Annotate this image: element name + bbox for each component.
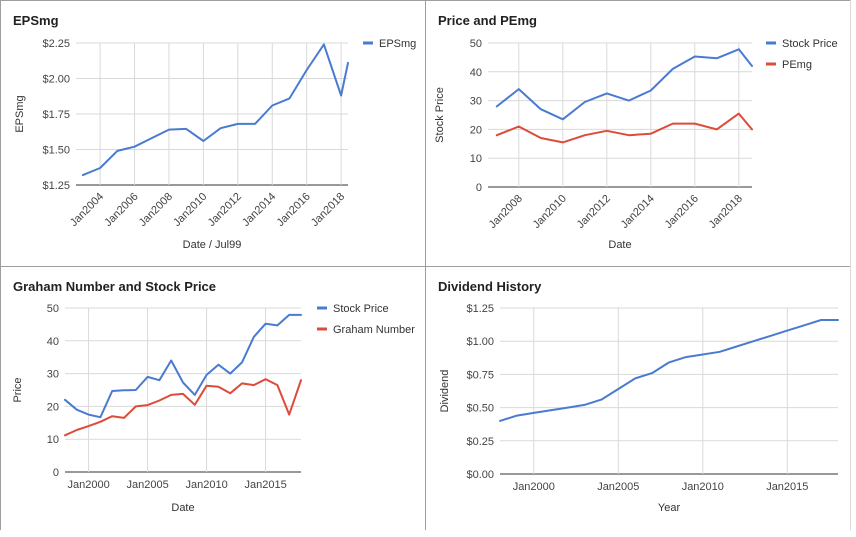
eps-epsmg-line [81,43,349,177]
price-ytick-label: 30 [470,96,482,108]
dividend-xtick-label: Jan2010 [682,481,724,493]
dividend-ytick-label: $0.25 [466,436,494,448]
graham-ytick-label: 20 [47,401,59,413]
graham-xtick-label: Jan2010 [185,479,227,491]
dividend-chart-panel: Dividend History $0.00 $0.25 $0.50 $0.75 $1.… [425,266,851,531]
dividend-chart: $0.00 $0.25 $0.50 $0.75 $1.00 $1.25 Jan2000 Jan… [439,303,839,514]
graham-x-axis-label: Date [171,502,194,514]
eps-x-axis-label: Date / Jul99 [183,239,242,251]
eps-xtick-label: Jan2012 [206,191,244,229]
graham-ytick-label: 30 [47,369,59,381]
graham-ytick-label: 0 [53,467,59,479]
price-stock-price-line [495,48,753,121]
sheet-edge-divider [850,0,856,537]
price-chart-title: Price and PEmg [438,13,537,28]
price-ytick-label: 10 [470,153,482,165]
graham-legend-label-graham-number: Graham Number [333,324,415,336]
graham-ytick-label: 50 [47,303,59,315]
price-xtick-label: Jan2018 [707,193,745,231]
graham-chart-title: Graham Number and Stock Price [13,279,217,294]
price-ytick-label: 0 [476,182,482,194]
eps-xtick-label: Jan2008 [137,191,175,229]
eps-ytick-label: $2.00 [42,74,70,86]
sheet-bottom-edge [0,530,856,537]
eps-chart-panel: EPSmg $1.25 $1.50 $1.75 $2.00 $2.25 Jan2004 Ja… [0,0,426,267]
graham-y-axis-label: Price [12,377,24,402]
price-xtick-label: Jan2012 [575,193,613,231]
graham-xtick-label: Jan2005 [126,479,168,491]
price-x-axis-label: Date [608,239,631,251]
graham-legend-label-stock-price: Stock Price [333,303,389,315]
dividend-ytick-label: $1.25 [466,303,494,315]
eps-ytick-label: $1.50 [42,145,70,157]
graham-stock-price-line [64,313,302,419]
graham-ytick-label: 10 [47,434,59,446]
price-pemg-line [495,112,753,144]
dividend-xtick-label: Jan2015 [766,481,808,493]
dividend-ytick-label: $1.00 [466,336,494,348]
price-chart-panel: Price and PEmg 0 10 20 30 40 50 Jan2008 Jan2010… [425,0,851,267]
price-ytick-label: 40 [470,67,482,79]
eps-ytick-label: $1.25 [42,180,70,192]
dividend-ytick-label: $0.00 [466,469,494,481]
eps-ytick-label: $2.25 [42,38,70,50]
eps-ytick-label: $1.75 [42,109,70,121]
eps-xtick-label: Jan2004 [68,191,106,229]
graham-chart-panel: Graham Number and Stock Price 0 10 20 30 40 5… [0,266,426,531]
price-y-axis-label: Stock Price [434,87,446,143]
eps-xtick-label: Jan2018 [309,191,347,229]
price-ytick-label: 50 [470,38,482,50]
dividend-series-line [499,319,839,422]
dividend-ytick-label: $0.50 [466,403,494,415]
eps-xtick-label: Jan2016 [274,191,312,229]
price-xtick-label: Jan2014 [619,193,657,231]
graham-chart: 0 10 20 30 40 50 Jan2000 Jan2005 Jan2010 Jan2015 D… [12,303,415,514]
eps-chart: $1.25$1.50$1.75$2.00$2.25Jan2004Jan2006J… [14,38,416,251]
eps-chart-title: EPSmg [13,13,59,28]
dividend-x-axis-label: Year [658,502,681,514]
dividend-chart-title: Dividend History [438,279,542,294]
eps-y-axis-label: EPSmg [14,95,26,132]
price-ytick-label: 20 [470,124,482,136]
price-xtick-label: Jan2010 [531,193,569,231]
dividend-ytick-label: $0.75 [466,369,494,381]
eps-xtick-label: Jan2010 [171,191,209,229]
price-xtick-label: Jan2016 [663,193,701,231]
price-legend-label-stock-price: Stock Price [782,38,838,50]
eps-xtick-label: Jan2006 [102,191,140,229]
dividend-xtick-label: Jan2005 [597,481,639,493]
dividend-y-axis-label: Dividend [439,370,451,413]
price-xtick-label: Jan2008 [487,193,525,231]
dividend-xtick-label: Jan2000 [513,481,555,493]
price-legend-label-pemg: PEmg [782,59,812,71]
graham-ytick-label: 40 [47,336,59,348]
graham-xtick-label: Jan2000 [67,479,109,491]
eps-xtick-label: Jan2014 [240,191,278,229]
eps-legend-label-epsmg: EPSmg [379,38,416,50]
graham-graham-number-line [64,378,302,437]
graham-xtick-label: Jan2015 [244,479,286,491]
